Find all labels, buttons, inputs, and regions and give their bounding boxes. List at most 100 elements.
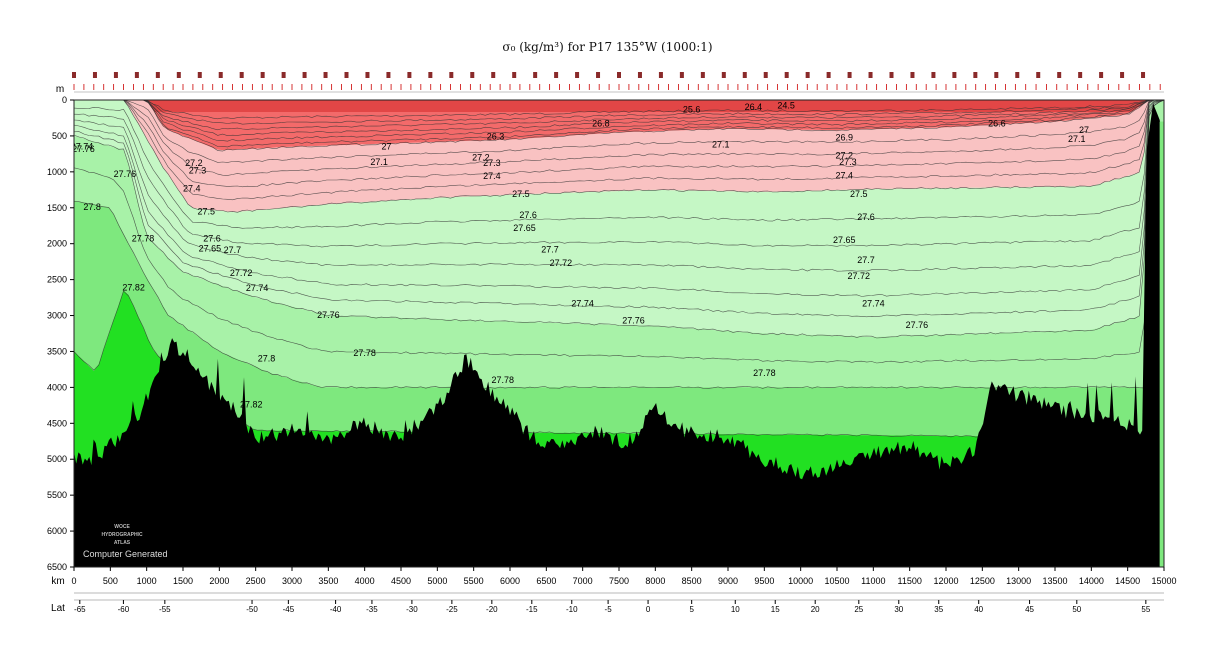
station-number — [617, 72, 621, 78]
latitude-tick-label: -45 — [283, 605, 295, 614]
distance-tick-label: 10000 — [788, 576, 813, 586]
latitude-tick-label: -10 — [566, 605, 578, 614]
distance-axis: km 0 500 1000 1500 2000 2500 3000 3500 4000 4500 50… — [51, 567, 1177, 594]
contour-label: 27.2 — [836, 150, 854, 160]
latitude-tick-label: -60 — [118, 605, 130, 614]
contour-label: 27.65 — [833, 235, 856, 245]
depth-tick-label: 1000 — [47, 167, 67, 177]
latitude-tick-label: 25 — [854, 605, 863, 614]
contour-label: 27 — [381, 142, 391, 152]
latitude-tick-label: -15 — [526, 605, 538, 614]
distance-tick-label: 4500 — [391, 576, 411, 586]
contour-label: 27 — [1079, 125, 1089, 135]
station-number — [386, 72, 391, 78]
distance-tick-label: 7500 — [609, 576, 629, 586]
latitude-tick-label: 10 — [731, 605, 740, 614]
station-number — [155, 72, 160, 78]
station-number — [1099, 72, 1104, 78]
contour-line — [74, 100, 1164, 148]
contour-label: 27.74 — [246, 283, 269, 293]
contour-label: 27.2 — [185, 158, 203, 168]
station-number — [1036, 72, 1041, 78]
station-number — [826, 72, 831, 78]
station-number — [658, 72, 663, 78]
latitude-tick-label: 30 — [894, 605, 903, 614]
contour-label: 27.6 — [857, 212, 875, 222]
contour-label: 27.76 — [317, 310, 340, 320]
contour-label: 27.72 — [848, 271, 871, 281]
contour-label: 27.8 — [258, 354, 276, 364]
depth-tick-label: 500 — [52, 131, 67, 141]
band-surface-water — [74, 100, 1164, 112]
station-number — [637, 72, 642, 78]
contour-label: 27.82 — [122, 283, 145, 293]
depth-tick-label: 3500 — [47, 346, 67, 356]
contour-line — [74, 100, 1164, 125]
distance-tick-label: 2500 — [246, 576, 266, 586]
station-number — [239, 72, 244, 78]
contour-line — [74, 100, 1164, 297]
contour-line — [74, 100, 1164, 131]
distance-tick-label: 15000 — [1151, 576, 1176, 586]
woce-watermark: WOCE HYDROGRAPHIC ATLAS Computer Generated — [83, 524, 168, 559]
distance-tick-label: 0 — [71, 576, 76, 586]
contour-label: 27.76 — [114, 169, 137, 179]
contour-label: 27.1 — [370, 157, 388, 167]
contour-label: 27.65 — [199, 244, 222, 254]
latitude-tick-label: 15 — [771, 605, 780, 614]
ocean-bottom — [74, 103, 1164, 567]
contour-line — [74, 100, 1164, 142]
station-number — [113, 72, 118, 78]
contour-line — [74, 100, 1164, 120]
contour-line — [74, 100, 1164, 339]
station-number — [281, 72, 286, 78]
distance-tick-label: 9000 — [718, 576, 738, 586]
contour-label: 25.6 — [683, 104, 701, 114]
station-number — [742, 72, 747, 78]
latitude-tick-label: 40 — [974, 605, 983, 614]
contour-line — [74, 100, 1164, 201]
contour-label: 27.3 — [189, 165, 207, 175]
contour-label: 27.6 — [519, 210, 537, 220]
depth-tick-label: 5500 — [47, 490, 67, 500]
distance-tick-label: 7000 — [573, 576, 593, 586]
station-number — [910, 72, 915, 78]
latitude-tick-label: -20 — [486, 605, 498, 614]
station-number — [512, 72, 517, 78]
watermark-line: HYDROGRAPHIC — [101, 532, 143, 538]
station-number — [1141, 72, 1146, 78]
contour-label: 27.7 — [857, 255, 875, 265]
station-number — [218, 72, 223, 78]
contour-label: 26.4 — [745, 102, 763, 112]
distance-tick-label: 5000 — [427, 576, 447, 586]
station-number — [679, 72, 684, 78]
latitude-tick-label: 5 — [689, 605, 694, 614]
station-number — [868, 72, 873, 78]
station-number — [197, 72, 202, 78]
distance-tick-label: 13000 — [1006, 576, 1031, 586]
depth-tick-label: 5000 — [47, 454, 67, 464]
contour-line — [74, 100, 1164, 152]
right-edge-water — [1159, 121, 1164, 567]
distance-tick-label: 1500 — [173, 576, 193, 586]
latitude-tick-label: 20 — [811, 605, 820, 614]
distance-tick-label: 13500 — [1042, 576, 1067, 586]
distance-tick-label: 11500 — [897, 576, 921, 586]
station-markers — [72, 72, 1164, 93]
station-number — [344, 72, 349, 78]
contour-line — [74, 100, 1164, 229]
distance-tick-label: 10500 — [824, 576, 849, 586]
station-number — [596, 72, 601, 78]
distance-tick-label: 14500 — [1115, 576, 1140, 586]
latitude-tick-label: -65 — [74, 605, 86, 614]
contour-label: 27.72 — [230, 268, 253, 278]
watermark-line: ATLAS — [114, 540, 131, 546]
station-number — [721, 72, 726, 78]
depth-tick-label: 2500 — [47, 275, 67, 285]
contour-label: 26.6 — [988, 119, 1006, 129]
contour-line — [74, 100, 1164, 318]
contour-line — [74, 100, 1164, 137]
contour-line — [74, 100, 1164, 213]
station-number — [533, 72, 538, 78]
